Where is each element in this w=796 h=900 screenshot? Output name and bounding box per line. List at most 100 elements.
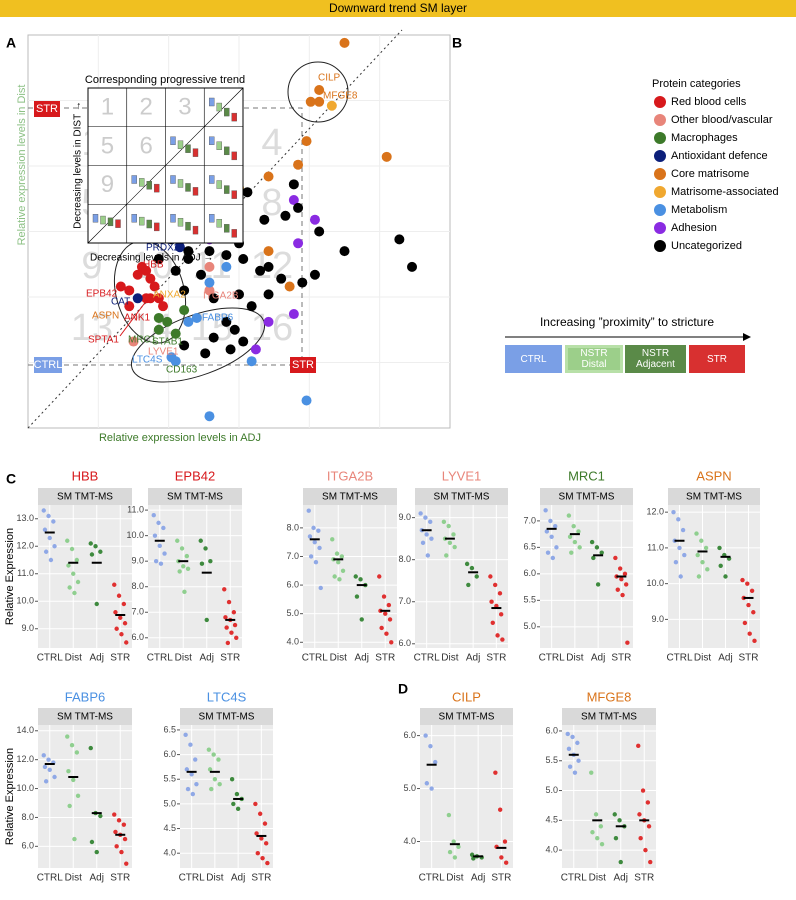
legend-label: Macrophages <box>671 132 738 144</box>
point <box>705 567 710 572</box>
point <box>153 558 159 564</box>
y-tick-label: 5.0 <box>545 785 558 795</box>
point <box>429 536 434 541</box>
mini-box <box>177 140 184 149</box>
point <box>567 764 573 769</box>
mini-box <box>209 214 215 223</box>
point <box>678 574 683 579</box>
legend-label: Core matrisome <box>671 168 749 180</box>
mini-box <box>216 219 222 228</box>
strip <box>540 488 633 505</box>
point <box>242 187 253 198</box>
point <box>221 261 232 272</box>
strip <box>38 708 132 725</box>
corner-label: STR <box>36 103 58 115</box>
point <box>263 171 274 182</box>
point <box>177 569 182 574</box>
mini-box <box>192 187 199 196</box>
y-tick-label: 5.0 <box>286 608 299 618</box>
point <box>471 856 476 861</box>
strip-label: SM TMT-MS <box>322 492 378 503</box>
point <box>238 254 249 265</box>
mini-box <box>185 144 191 153</box>
point <box>613 836 619 841</box>
point <box>617 566 623 571</box>
point <box>153 293 164 304</box>
point <box>339 37 350 48</box>
panel-letter: A <box>6 35 16 51</box>
point <box>71 571 76 576</box>
point <box>145 293 156 304</box>
point <box>119 849 124 855</box>
y-tick-label: 7.0 <box>523 515 536 525</box>
y-tick-label: 8.0 <box>286 522 299 532</box>
point <box>330 537 335 542</box>
mini-box <box>231 112 237 122</box>
point <box>232 622 238 628</box>
y-tick-label: 7.0 <box>398 596 411 606</box>
point <box>191 312 202 323</box>
x-tick-label: Adj <box>231 873 245 884</box>
x-tick-label: CTRL <box>147 653 174 664</box>
y-tick-label: 4.0 <box>163 848 176 858</box>
point <box>234 289 244 300</box>
panel-letter: B <box>452 35 462 51</box>
region-label: 1 <box>101 94 114 121</box>
point <box>622 571 628 577</box>
point <box>589 539 595 545</box>
strip <box>148 488 242 505</box>
gene-label: MRC1 <box>128 335 157 346</box>
point <box>418 511 423 516</box>
y-tick-label: 5.0 <box>523 621 536 631</box>
point <box>263 246 274 257</box>
y-tick-label: 10.0 <box>126 530 144 540</box>
stage-box: STR <box>689 345 745 373</box>
y-axis-label: Decreasing levels in DIST → <box>73 101 84 229</box>
point <box>309 269 320 280</box>
point <box>112 812 117 817</box>
point <box>254 831 259 836</box>
point <box>145 273 156 284</box>
point <box>204 617 209 623</box>
point <box>548 518 553 524</box>
point <box>124 301 135 312</box>
strip-label: SM TMT-MS <box>581 712 637 723</box>
point <box>66 563 71 568</box>
y-tick-label: 11.0 <box>17 568 34 578</box>
point <box>94 601 99 607</box>
x-tick-label: Adj <box>471 873 485 884</box>
point <box>262 821 268 826</box>
point <box>307 534 313 539</box>
x-tick-label: CTRL <box>414 653 441 664</box>
y-tick-label: 5.0 <box>163 798 176 808</box>
gene-label: CAT <box>111 297 130 308</box>
point <box>208 558 213 564</box>
point <box>113 610 118 615</box>
y-tick-label: 4.0 <box>403 836 416 846</box>
point <box>638 836 643 841</box>
plot-area <box>415 505 508 648</box>
point <box>703 545 709 551</box>
point <box>224 625 229 630</box>
legend-label: Antioxidant defence <box>671 150 768 162</box>
point <box>276 273 287 284</box>
x-tick-label: Dist <box>175 653 192 664</box>
point <box>444 553 449 558</box>
point <box>425 553 431 558</box>
point <box>495 633 500 638</box>
y-tick-label: 10.0 <box>646 578 664 588</box>
stage-box: NSTR Adjacent <box>625 345 686 373</box>
point <box>132 269 143 280</box>
point <box>313 560 319 565</box>
point <box>231 610 237 615</box>
point <box>492 582 498 588</box>
point <box>615 587 620 592</box>
x-tick-label: CTRL <box>37 873 64 884</box>
x-tick-label: Adj <box>200 653 214 664</box>
point <box>643 847 648 853</box>
point <box>259 214 270 225</box>
point <box>221 250 232 261</box>
point <box>677 545 682 551</box>
region-label: 4 <box>261 122 282 164</box>
point <box>451 532 456 537</box>
